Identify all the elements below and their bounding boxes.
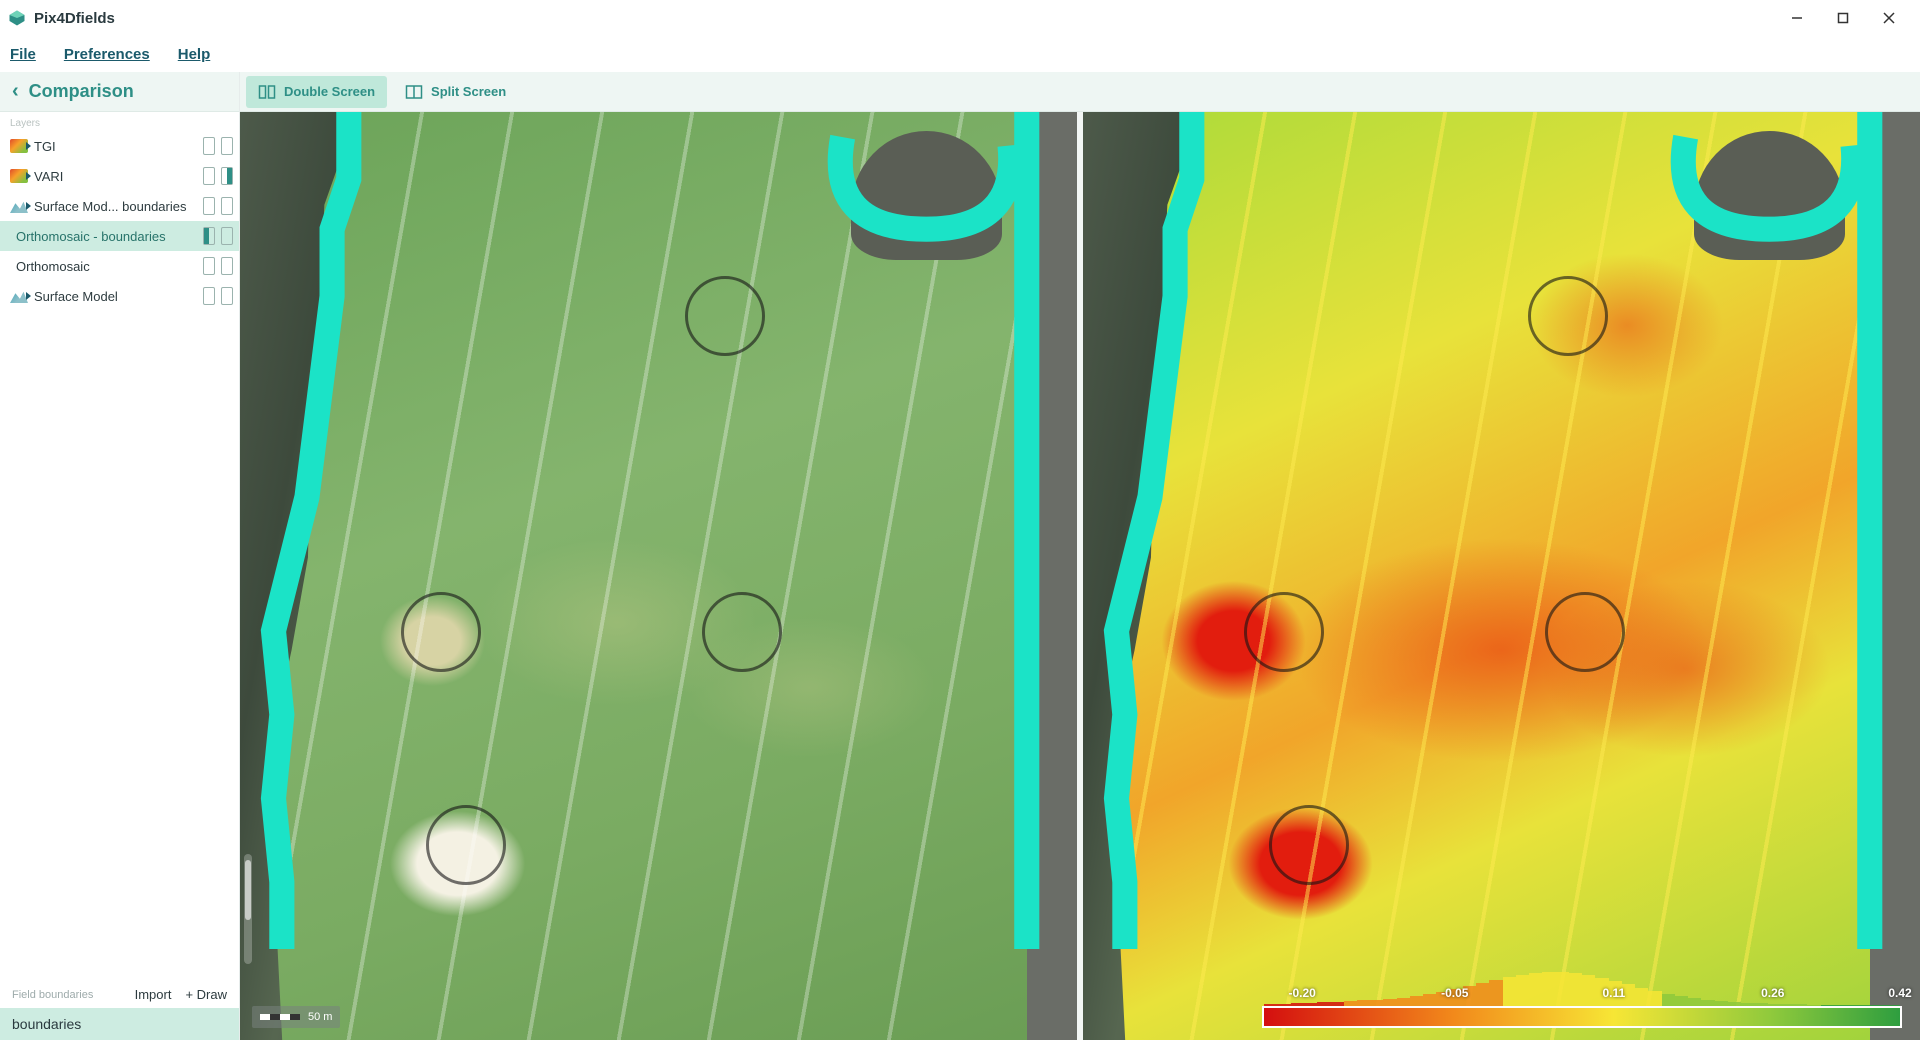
layer-label: Orthomosaic - boundaries: [16, 229, 197, 244]
legend-tick: -0.05: [1441, 986, 1468, 1000]
menu-help[interactable]: Help: [178, 46, 211, 63]
left-pane[interactable]: 50 m: [240, 112, 1077, 1040]
right-pane[interactable]: -0.20 -0.05 0.11 0.26 0.42: [1083, 112, 1920, 1040]
draw-button[interactable]: + Draw: [185, 987, 227, 1002]
sidebar-footer: Field boundaries Import + Draw: [0, 981, 239, 1008]
tab-label: Double Screen: [284, 84, 375, 99]
layer-label: VARI: [34, 169, 197, 184]
panel-right-toggle[interactable]: [221, 137, 233, 155]
panel-left-toggle[interactable]: [203, 257, 215, 275]
sidebar-title: Comparison: [29, 81, 134, 102]
field-boundaries-label: Field boundaries: [12, 989, 121, 1001]
surface-icon: [10, 199, 28, 213]
import-button[interactable]: Import: [135, 987, 172, 1002]
layer-label: Surface Model: [34, 289, 197, 304]
index-icon: [10, 139, 28, 153]
scale-ruler-icon: [260, 1014, 300, 1020]
legend-histogram: [1262, 972, 1902, 1006]
surface-icon: [10, 289, 28, 303]
layer-label: TGI: [34, 139, 197, 154]
legend-tick: 0.26: [1761, 986, 1784, 1000]
sidebar-section-layers: Layers: [0, 112, 239, 131]
title-bar: Pix4Dfields: [0, 0, 1920, 36]
menu-preferences[interactable]: Preferences: [64, 46, 150, 63]
scale-bar: 50 m: [252, 1006, 340, 1028]
panel-right-toggle[interactable]: [221, 257, 233, 275]
map-margin: [1027, 112, 1077, 1040]
map-margin: [1870, 112, 1920, 1040]
layer-tgi[interactable]: TGI: [0, 131, 239, 161]
maximize-button[interactable]: [1820, 0, 1866, 36]
layer-vari[interactable]: VARI: [0, 161, 239, 191]
double-screen-icon: [258, 83, 276, 101]
panel-right-toggle[interactable]: [221, 197, 233, 215]
sidebar: ‹ Comparison Layers TGI VARI Surface Mod…: [0, 72, 240, 1040]
panel-left-toggle[interactable]: [203, 287, 215, 305]
tab-label: Split Screen: [431, 84, 506, 99]
layer-surface-model[interactable]: Surface Model: [0, 281, 239, 311]
legend-tick: -0.20: [1288, 986, 1315, 1000]
panel-left-toggle[interactable]: [203, 227, 215, 245]
sidebar-header: ‹ Comparison: [0, 72, 239, 112]
menu-file[interactable]: File: [10, 46, 36, 63]
back-icon[interactable]: ‹: [12, 80, 19, 103]
legend-tick: 0.42: [1888, 986, 1911, 1000]
app-name: Pix4Dfields: [34, 10, 115, 27]
layer-label: Surface Mod... boundaries: [34, 199, 197, 214]
layer-surface-boundaries[interactable]: Surface Mod... boundaries: [0, 191, 239, 221]
index-icon: [10, 169, 28, 183]
panel-right-toggle[interactable]: [221, 167, 233, 185]
panel-right-toggle[interactable]: [221, 287, 233, 305]
menu-bar: File Preferences Help: [0, 36, 1920, 72]
panel-left-toggle[interactable]: [203, 137, 215, 155]
split-screen-icon: [405, 83, 423, 101]
view-area: Double Screen Split Screen: [240, 72, 1920, 1040]
close-button[interactable]: [1866, 0, 1912, 36]
minimize-button[interactable]: [1774, 0, 1820, 36]
scale-label: 50 m: [308, 1011, 332, 1023]
panel-right-toggle[interactable]: [221, 227, 233, 245]
legend-tick: 0.11: [1602, 986, 1625, 1000]
view-mode-tabs: Double Screen Split Screen: [240, 72, 1920, 112]
panel-left-toggle[interactable]: [203, 167, 215, 185]
layer-ortho-boundaries[interactable]: Orthomosaic - boundaries: [0, 221, 239, 251]
boundaries-bar[interactable]: boundaries: [0, 1008, 239, 1040]
tab-double-screen[interactable]: Double Screen: [246, 76, 387, 108]
panel-left-toggle[interactable]: [203, 197, 215, 215]
layer-label: Orthomosaic: [16, 259, 197, 274]
tab-split-screen[interactable]: Split Screen: [393, 76, 518, 108]
app-logo-icon: [8, 9, 26, 27]
legend-gradient-bar: -0.20-0.050.110.260.42: [1262, 1006, 1902, 1028]
layer-orthomosaic[interactable]: Orthomosaic: [0, 251, 239, 281]
color-legend: -0.20-0.050.110.260.42: [1262, 972, 1902, 1028]
pane-scrollbar[interactable]: [244, 854, 252, 964]
